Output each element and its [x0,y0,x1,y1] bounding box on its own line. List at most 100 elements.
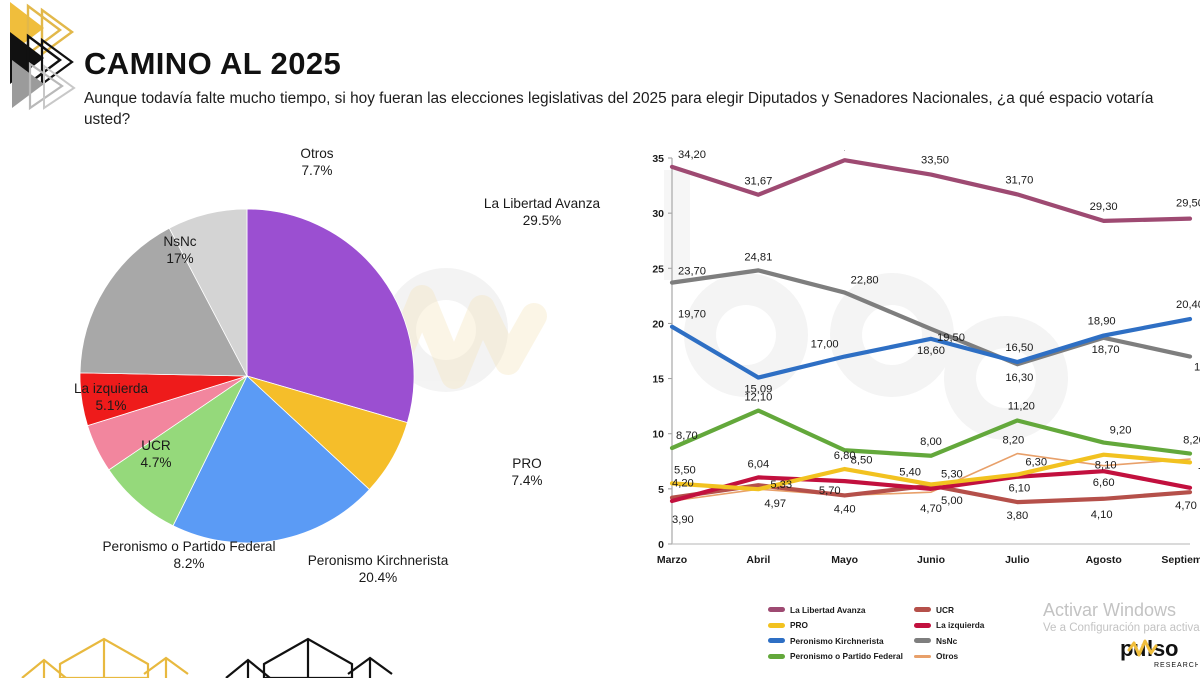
legend-swatch-icon [914,622,931,628]
line-series-3 [669,408,1193,458]
legend-item-7[interactable]: Otros [914,649,1028,665]
data-label-6-4: 16,30 [1005,372,1033,384]
data-label-5-4: 6,10 [1008,483,1030,495]
x-tick-label: Mayo [831,554,858,566]
data-label-6-2: 22,80 [851,275,879,287]
pie-label-pro-name: PRO [512,456,542,471]
data-label-2-2: 17,00 [811,339,839,351]
line-chart-x-tick-labels: Marzo Abril Mayo Junio Julio Agosto Septiembre [657,554,1200,566]
chart-legend: La Libertad Avanza UCR PRO La izquierda Pero… [768,602,1028,664]
pie-label-ucr-name: UCR [141,438,171,453]
legend-item-0[interactable]: La Libertad Avanza [768,602,914,618]
data-label-0-2: 34,80 [831,150,859,152]
pie-label-lla-value: 29.5% [522,213,562,229]
data-label-1-3: 5,40 [899,466,921,478]
data-label-6-0: 23,70 [678,266,706,278]
windows-activation-line2: Ve a Configuración para activar Windows. [1043,621,1200,634]
data-label-3-4: 11,20 [1008,400,1035,412]
pie-label-izquierda: La izquierda 5.1% [46,380,176,415]
pie-label-lla-name: La Libertad Avanza [483,196,601,211]
data-label-2-4: 16,50 [1005,342,1033,354]
data-label-3-6: 8,20 [1183,435,1200,447]
pie-label-kirchnerista: Peronismo Kirchnerista 20.4% [273,552,483,587]
data-label-1-0: 5,50 [674,464,696,476]
data-label-2-1: 15,09 [744,384,772,396]
line-series-6 [669,268,1193,367]
legend-label: PRO [790,620,808,631]
data-label-0-1: 31,67 [744,176,772,188]
legend-swatch-icon [914,607,931,613]
data-label-2-0: 19,70 [678,309,706,321]
pie-label-ucr: UCR 4.7% [108,437,204,472]
data-label-3-5: 9,20 [1110,425,1132,437]
line-series-5 [669,469,1193,504]
legend-swatch-icon [914,655,931,658]
data-label-6-6: 17,00 [1194,362,1200,374]
pie-label-pro-value: 7.4% [511,473,543,489]
pie-label-pro: PRO 7.4% [490,455,564,490]
line-chart-axes: 0 5 10 15 20 25 30 35 [652,153,1190,551]
x-tick-label: Junio [917,554,945,566]
page-title: CAMINO AL 2025 [84,46,342,81]
data-label-6-3: 19,50 [937,332,965,344]
legend-item-4[interactable]: UCR [914,602,1028,618]
pie-label-otros-name: Otros [300,146,334,161]
legend-label: La Libertad Avanza [790,604,866,615]
svg-text:s: s [1153,636,1165,661]
data-label-1-6: 7,40 [1198,466,1200,478]
data-label-4-0: 4,20 [672,478,694,490]
line-series-2 [669,316,1193,380]
data-label-3-2: 8,50 [851,454,873,466]
data-label-1-2: 6,80 [834,450,856,462]
legend-label: Peronismo o Partido Federal [790,651,903,662]
data-label-5-2: 5,70 [819,485,841,497]
data-label-5-1: 6,04 [747,458,769,470]
y-tick-label: 15 [652,374,664,386]
legend-swatch-icon [768,622,785,628]
svg-text:o: o [1165,636,1178,661]
legend-label: UCR [936,604,954,615]
legend-item-6[interactable]: NsNc [914,633,1028,649]
pie-label-lla: La Libertad Avanza 29.5% [452,195,632,230]
pie-label-peronismo-federal-name: Peronismo o Partido Federal [102,539,276,554]
data-label-7-4: 8,20 [1002,435,1024,447]
pie-chart-svg [79,208,415,544]
data-label-2-6: 20,40 [1176,299,1200,311]
data-label-0-0: 34,20 [678,150,706,161]
pie-label-peronismo-federal: Peronismo o Partido Federal 8.2% [63,538,315,573]
data-label-4-1: 5,33 [770,479,792,491]
legend-swatch-icon [768,653,785,659]
legend-item-1[interactable]: PRO [768,618,914,634]
data-label-2-3: 18,60 [917,345,945,357]
data-label-4-2: 4,40 [834,503,856,515]
svg-text:p: p [1120,636,1133,661]
legend-label: Peronismo Kirchnerista [790,635,884,646]
legend-label: Otros [936,651,959,662]
pie-label-izquierda-value: 5.1% [95,398,127,414]
pie-label-nsnc-name: NsNc [163,234,197,249]
data-label-1-4: 6,30 [1025,457,1047,469]
data-label-0-3: 33,50 [921,155,949,167]
data-label-3-1: 12,10 [744,392,772,404]
data-label-7-3: 4,70 [920,503,942,515]
y-tick-label: 25 [652,263,664,275]
legend-item-3[interactable]: Peronismo o Partido Federal [768,649,914,665]
y-tick-label: 30 [652,208,664,220]
y-tick-label: 10 [652,429,664,441]
x-tick-label: Marzo [657,554,687,566]
pie-label-otros: Otros 7.7% [257,145,377,180]
pie-chart: Otros 7.7% NsNc 17% La izquierda 5.1% UC… [40,140,640,610]
page-subtitle: Aunque todavía falte mucho tiempo, si ho… [84,90,1154,129]
data-label-4-6: 4,70 [1175,500,1197,512]
header: CAMINO AL 2025 Aunque todavía falte much… [84,48,1194,131]
legend-swatch-icon [768,607,785,613]
legend-item-2[interactable]: Peronismo Kirchnerista [768,633,914,649]
svg-text:RESEARCH: RESEARCH [1154,662,1198,669]
data-label-4-5: 4,10 [1091,509,1113,521]
legend-item-5[interactable]: La izquierda [914,618,1028,634]
pie-label-ucr-value: 4.7% [140,455,172,471]
pie-label-nsnc: NsNc 17% [125,233,235,268]
bottom-decoration-icon [21,637,393,678]
pie-slice-0 [246,208,415,424]
